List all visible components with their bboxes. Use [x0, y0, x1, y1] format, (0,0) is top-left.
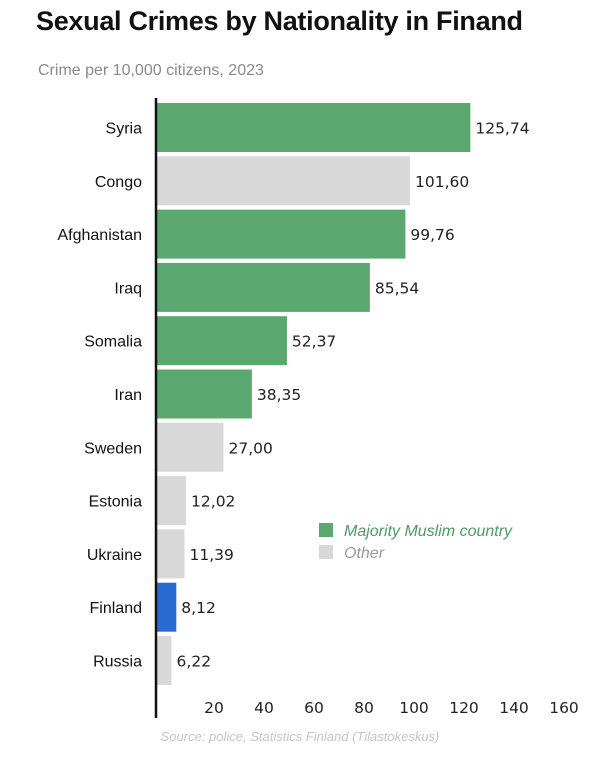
value-label: 6,22 — [177, 653, 212, 671]
bar-congo — [156, 156, 410, 206]
category-label: Ukraine — [87, 547, 142, 564]
bar-estonia — [156, 476, 187, 526]
value-label: 27,00 — [229, 439, 273, 457]
value-label: 38,35 — [257, 386, 301, 404]
x-tick-label: 100 — [399, 699, 429, 717]
legend-swatch-muslim — [319, 523, 333, 537]
value-label: 8,12 — [181, 599, 216, 617]
category-label: Somalia — [84, 334, 142, 351]
legend-label-muslim: Majority Muslim country — [344, 523, 513, 540]
bar-iraq — [156, 262, 370, 312]
x-tick-label: 120 — [449, 699, 479, 717]
bar-sweden — [156, 422, 224, 472]
x-tick-label: 60 — [304, 699, 324, 717]
bar-finland — [156, 582, 177, 632]
category-label: Syria — [106, 121, 143, 138]
category-label: Congo — [95, 174, 142, 191]
x-tick-label: 40 — [254, 699, 274, 717]
chart-subtitle: Crime per 10,000 citizens, 2023 — [38, 62, 264, 79]
value-label: 85,54 — [375, 279, 419, 297]
value-label: 99,76 — [410, 226, 454, 244]
chart-title: Sexual Crimes by Nationality in Finand — [36, 6, 523, 36]
value-label: 101,60 — [415, 173, 469, 191]
category-label: Finland — [90, 600, 142, 617]
bar-somalia — [156, 316, 287, 366]
legend-label-other: Other — [344, 545, 385, 562]
bar-afghanistan — [156, 209, 406, 259]
bar-syria — [156, 103, 471, 152]
value-label: 52,37 — [292, 333, 336, 351]
x-tick-label: 160 — [549, 699, 579, 717]
bar-russia — [156, 636, 172, 685]
x-tick-label: 140 — [499, 699, 529, 717]
value-label: 125,74 — [475, 120, 529, 138]
legend-swatch-other — [319, 545, 333, 559]
x-tick-label: 80 — [354, 699, 374, 717]
bar-iran — [156, 369, 252, 419]
value-label: 11,39 — [189, 546, 233, 564]
category-label: Iraq — [114, 280, 142, 297]
category-label: Afghanistan — [57, 227, 142, 244]
chart-source: Source: police, Statistics Finland (Tila… — [160, 729, 440, 744]
category-label: Russia — [93, 654, 142, 671]
bar-ukraine — [156, 529, 185, 579]
value-label: 12,02 — [191, 493, 235, 511]
category-label: Sweden — [84, 440, 142, 457]
category-label: Iran — [114, 387, 142, 404]
x-tick-label: 20 — [204, 699, 224, 717]
category-label: Estonia — [89, 494, 142, 511]
